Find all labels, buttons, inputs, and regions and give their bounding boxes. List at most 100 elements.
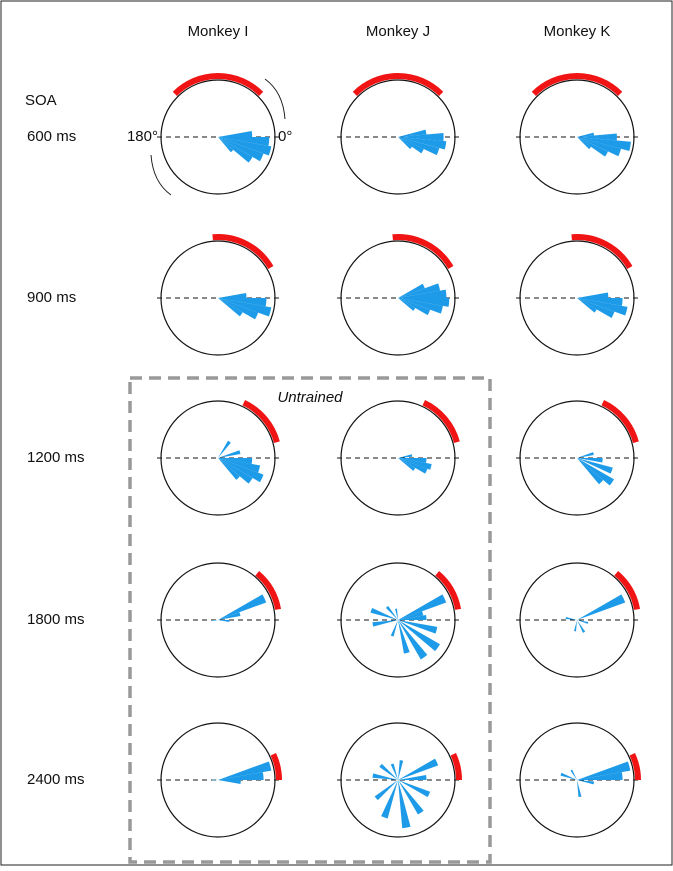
petal [577,761,631,780]
petal [218,761,272,780]
petal [577,137,592,150]
petal [398,620,428,660]
soa-label: SOA [25,92,57,109]
petal [577,137,622,157]
petal [218,298,243,317]
petal [218,137,270,146]
petal [218,440,231,458]
row-label: 1200 ms [27,449,85,466]
petal [212,620,218,621]
target-arc [422,399,460,444]
petal [385,605,398,620]
petal [577,458,604,485]
petal [398,615,427,620]
petal [398,298,416,311]
petal [218,137,234,153]
row-label: 1800 ms [27,611,85,628]
petal [218,137,253,163]
petal [398,611,424,620]
petal [398,454,413,458]
row-label: 600 ms [27,128,76,145]
petal [577,780,582,798]
petal [398,780,431,798]
petal [218,450,241,458]
row-label: 900 ms [27,289,76,306]
untrained-box [128,376,492,864]
target-arc [352,73,444,97]
petal [577,452,594,458]
target-arc [172,73,264,97]
target-arc [614,570,641,611]
petal [398,129,427,137]
petal [395,608,398,620]
petal [374,780,398,801]
row-label: 2400 ms [27,771,85,788]
target-arc [450,752,462,781]
petal [577,780,595,785]
petal [390,763,398,780]
petal [398,458,416,471]
petal [577,594,626,620]
target-arc [601,399,639,444]
petal [398,458,427,463]
petal [218,594,267,620]
petal [398,758,439,780]
petal [577,298,628,316]
petal [218,137,272,156]
petal [398,620,440,652]
petal [372,773,398,780]
petal [577,620,586,633]
petal [577,137,631,152]
petal [398,775,427,780]
petal [577,298,597,313]
petal [398,594,447,620]
untrained-label: Untrained [277,389,343,406]
petal [218,298,272,317]
petal [398,780,424,815]
petal [218,772,264,780]
petal [218,458,264,483]
target-arc [629,752,641,781]
petal [390,620,398,637]
arrow [150,154,172,196]
petal [218,612,241,620]
target-arc [270,752,282,781]
petal [218,620,230,622]
petal [577,292,609,298]
petal [398,137,447,150]
target-arc [242,399,280,444]
target-arc [212,234,274,270]
petal [398,298,450,307]
petal [577,132,595,137]
petal [218,137,264,162]
petal [218,131,253,137]
petal [398,760,404,780]
petal [398,298,443,314]
petal [398,620,410,654]
petal [570,769,577,780]
target-arc [392,234,454,270]
petal [574,620,577,632]
petal [398,283,441,298]
petal [398,133,444,141]
column-header: Monkey K [544,23,611,40]
petal [398,458,428,474]
petal [218,780,241,784]
petal [398,289,447,298]
target-arc [531,73,623,97]
target-arc [255,570,282,611]
petal [577,133,617,141]
petal [379,763,398,780]
petal [218,298,259,320]
target-arc [571,234,633,270]
petal [560,772,577,780]
angle-label: 0° [278,128,292,145]
petal [398,137,413,150]
petal [398,780,411,829]
petal [577,772,623,780]
petal [577,458,613,474]
column-header: Monkey J [366,23,430,40]
arrow [264,78,286,120]
petal [218,458,253,484]
